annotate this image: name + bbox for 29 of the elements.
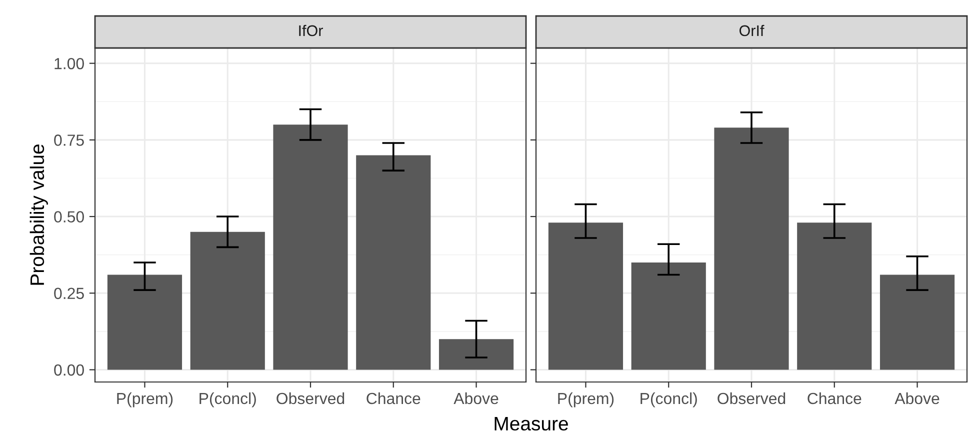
bar: [880, 274, 955, 370]
y-tick-label: 0.00: [54, 364, 84, 376]
x-tick-label: Observed: [718, 392, 786, 404]
y-axis-title: Probability value: [30, 144, 48, 285]
x-axis-title: Measure: [494, 416, 568, 431]
x-tick-label: P(concl): [640, 392, 697, 408]
bar: [548, 222, 624, 370]
bar: [107, 274, 182, 370]
bar: [273, 124, 348, 370]
y-tick-label: 0.75: [54, 134, 84, 146]
x-tick-label: P(prem): [117, 392, 173, 408]
x-tick-label: Above: [894, 392, 940, 404]
bar: [438, 339, 514, 370]
y-tick-label: 0.25: [54, 288, 84, 300]
x-tick-label: P(concl): [200, 392, 256, 408]
bar: [714, 128, 789, 370]
y-tick-label: 1.00: [54, 58, 84, 70]
chart-title: OrIf: [739, 24, 764, 36]
y-tick-label: 0.50: [54, 211, 84, 222]
bar: [190, 232, 265, 370]
bar: [356, 155, 431, 370]
x-tick-label: Observed: [276, 392, 344, 404]
bar: [631, 262, 706, 370]
x-tick-label: Chance: [808, 392, 862, 404]
chart-title: IfOr: [299, 24, 323, 36]
x-tick-label: Above: [454, 392, 498, 404]
x-tick-label: P(prem): [558, 392, 614, 408]
x-tick-label: Chance: [366, 392, 420, 404]
bar: [797, 222, 872, 370]
